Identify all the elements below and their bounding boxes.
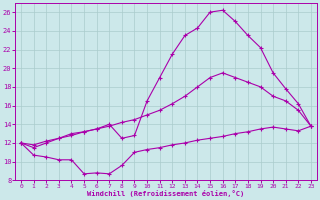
X-axis label: Windchill (Refroidissement éolien,°C): Windchill (Refroidissement éolien,°C) <box>87 190 244 197</box>
